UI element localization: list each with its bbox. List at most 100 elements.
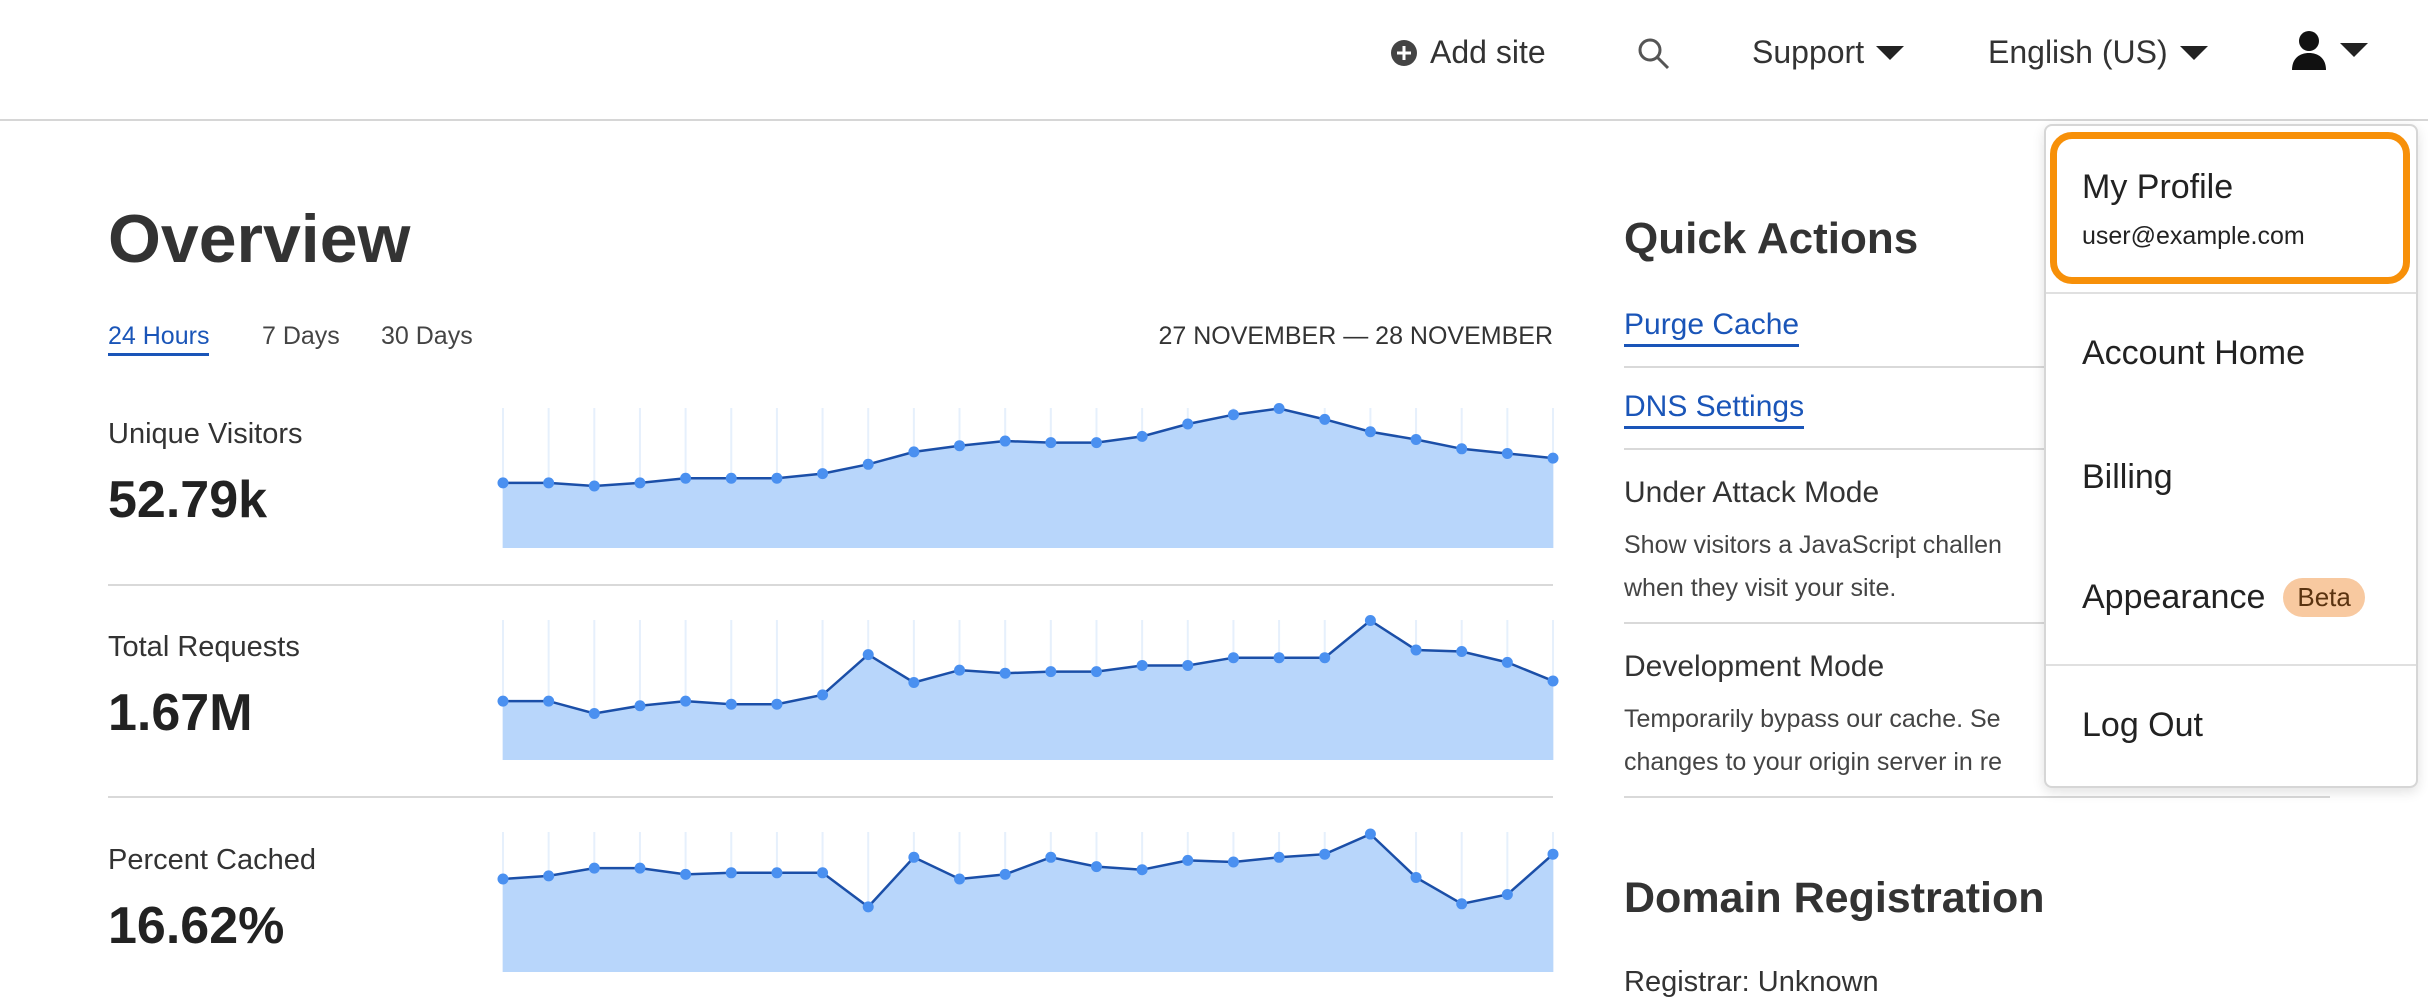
data-point [999,435,1011,447]
top-header: Add site Support English (US) [0,0,2428,121]
data-point [1273,403,1285,414]
data-point [1501,889,1513,900]
dev-mode-title: Development Mode [1624,650,1885,683]
data-point [1319,848,1331,860]
divider [2046,664,2416,666]
data-point [1547,848,1559,860]
data-point [1410,644,1422,656]
data-point [588,708,600,719]
metric-value: 16.62% [108,897,285,955]
tab-30-days[interactable]: 30 Days [381,322,473,350]
percent-cached-chart [497,828,1559,972]
data-point [1227,409,1239,421]
beta-badge: Beta [2283,578,2365,617]
desc-line: changes to your origin server in re [1624,748,2002,776]
data-point [1045,437,1057,449]
data-point [1273,652,1285,664]
menu-item-account-home[interactable]: Account Home [2082,334,2305,372]
data-point [1273,851,1285,863]
dns-settings-link[interactable]: DNS Settings [1624,390,1805,429]
data-point [1501,656,1513,668]
data-point [1182,418,1194,430]
data-point [771,472,783,484]
data-point [1364,615,1376,626]
data-point [1136,659,1148,671]
data-point [1364,426,1376,438]
data-point [1182,659,1194,671]
data-point [1045,851,1057,863]
desc-line: when they visit your site. [1624,574,1897,602]
user-menu-button[interactable] [2290,30,2368,70]
metric-label: Total Requests [108,631,300,663]
series-line [502,832,1554,909]
data-point [1547,675,1559,687]
data-point [1547,452,1559,464]
tab-24-hours[interactable]: 24 Hours [108,322,210,356]
search-button[interactable] [1636,36,1672,77]
divider [1624,448,2330,450]
metric-label: Unique Visitors [108,418,303,450]
data-point [1410,434,1422,445]
data-point [497,873,509,885]
focus-ring [2050,132,2410,284]
area-fill [503,620,1553,760]
data-point [1319,413,1331,425]
menu-item-log-out[interactable]: Log Out [2082,706,2203,744]
data-point [954,440,966,452]
data-point [999,667,1011,679]
data-point [634,477,646,489]
data-point [497,695,509,707]
series-line [503,407,1554,488]
data-point [1182,854,1194,866]
data-point [1090,666,1102,678]
data-point [771,867,783,879]
metric-value: 1.67M [108,684,253,742]
tab-7-days[interactable]: 7 Days [262,322,340,350]
menu-item-billing[interactable]: Billing [2082,458,2173,496]
data-point [543,870,555,882]
data-point [588,862,600,874]
purge-cache-link[interactable]: Purge Cache [1624,308,1800,347]
data-point [1319,652,1331,664]
language-dropdown[interactable]: English (US) [1988,34,2208,71]
total-requests-chart [497,615,1559,760]
menu-item-my-profile[interactable]: My Profile [2082,168,2234,206]
data-point [1227,652,1239,664]
data-point [817,689,829,701]
appearance-label: Appearance [2082,578,2266,616]
desc-line: Temporarily bypass our cache. Se [1624,705,2001,733]
caret-down-icon [1876,45,1905,60]
divider [1624,622,2330,624]
data-point [725,867,737,879]
data-point [908,677,920,688]
user-email: user@example.com [2082,222,2305,250]
data-point [543,477,555,489]
quick-actions-title: Quick Actions [1624,214,1919,263]
data-point [817,867,829,879]
data-point [634,862,646,874]
data-point [1456,898,1468,910]
area-fill [503,834,1553,972]
unique-visitors-chart [497,403,1559,548]
support-dropdown[interactable]: Support [1752,34,1905,71]
metric-value: 52.79k [108,471,268,529]
add-site-label: Add site [1430,34,1546,70]
metric-label: Percent Cached [108,844,316,876]
data-point [1045,666,1057,678]
language-label: English (US) [1988,34,2168,70]
data-point [908,851,920,863]
data-point [954,664,966,676]
data-point [862,649,874,661]
data-point [771,698,783,710]
data-point [1136,430,1148,442]
under-attack-desc: Show visitors a JavaScript challen when t… [1624,524,2428,610]
data-point [999,868,1011,880]
plus-circle-icon [1391,39,1417,66]
support-label: Support [1752,34,1865,70]
dev-mode-desc: Temporarily bypass our cache. Se changes … [1624,698,2428,784]
series-line [503,618,1554,715]
menu-item-appearance[interactable]: Appearance Beta [2082,578,2365,617]
user-dropdown-menu: My Profile user@example.com Account Home… [2044,124,2418,788]
data-point [1410,871,1422,883]
add-site-button[interactable]: Add site [1390,34,1546,71]
